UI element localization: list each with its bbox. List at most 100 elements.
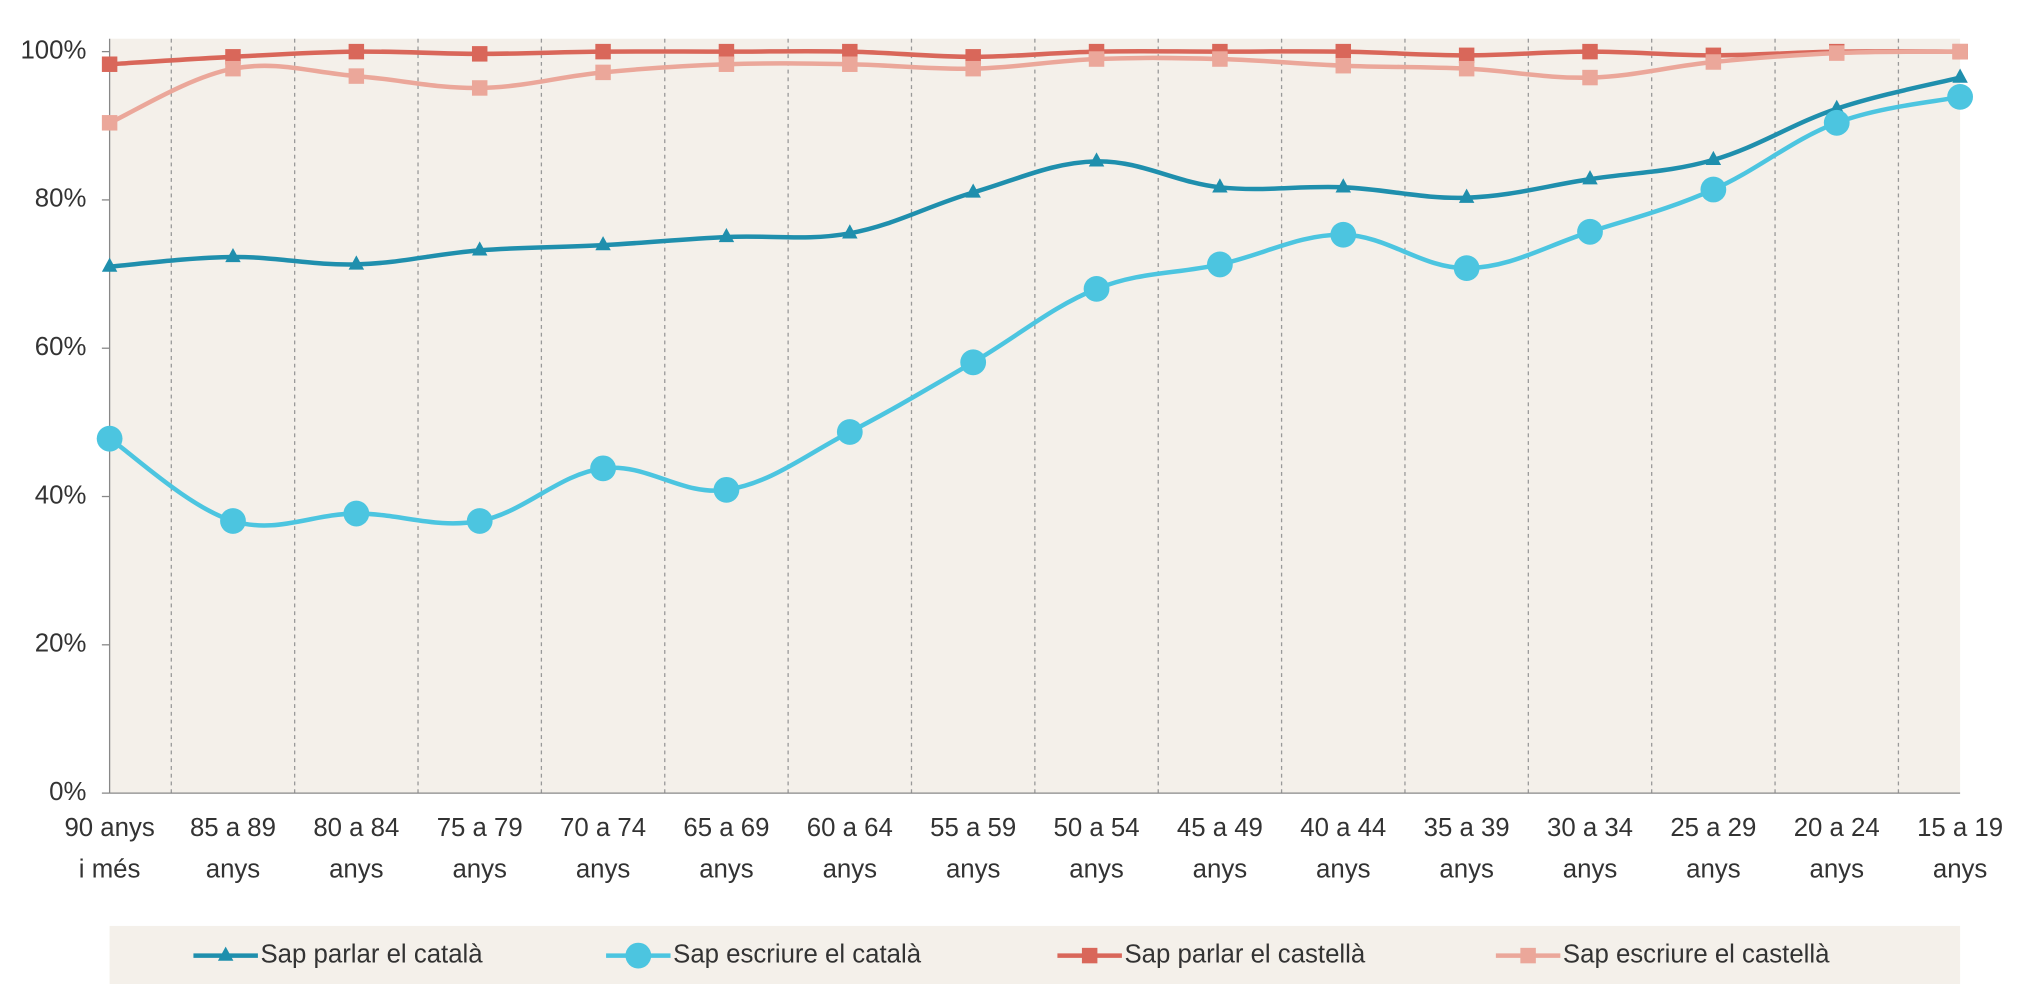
x-tick-label: 30 a 34 [1547,814,1633,842]
x-tick-label: 70 a 74 [560,814,646,842]
marker [1947,83,1973,110]
y-tick-label: 20% [35,630,87,658]
marker [1828,45,1845,61]
marker [836,419,863,445]
marker [1700,176,1727,203]
legend-marker [1081,947,1098,964]
marker [1952,68,1968,83]
x-tick-label: anys [1686,855,1740,883]
legend-marker [625,942,652,969]
marker [471,46,488,62]
marker [713,476,740,503]
marker [595,43,611,60]
marker [842,43,858,60]
marker [225,60,241,77]
x-tick-label: 90 anys [64,814,154,842]
marker [842,224,858,239]
marker [101,257,118,272]
legend-marker [1520,947,1536,964]
marker [1335,43,1352,60]
x-tick-label: 45 a 49 [1177,814,1263,842]
y-tick-label: 80% [35,185,87,213]
marker [466,508,493,534]
x-tick-label: anys [1439,855,1493,883]
series-line [108,94,1961,528]
y-tick-label: 60% [35,333,87,361]
marker [225,247,241,263]
marker [1828,99,1845,114]
legend-item: Sap escriure el castellà [1495,940,1830,968]
marker [960,349,987,376]
marker [1705,54,1722,70]
plot-area [109,38,1961,794]
x-tick-label: anys [1316,855,1370,883]
marker [1705,150,1722,166]
legend-box [109,925,1961,984]
marker [965,183,981,198]
marker [965,60,981,77]
x-tick-label: 50 a 54 [1054,814,1140,842]
marker [1458,188,1475,203]
marker [595,64,611,81]
y-tick-label: 40% [35,481,87,509]
marker [718,227,735,243]
x-tick-label: 35 a 39 [1424,814,1510,842]
marker [1212,178,1228,193]
marker [842,56,858,72]
marker [348,43,365,60]
marker [718,56,735,72]
x-tick-label: 65 a 69 [683,814,769,842]
series-line [109,48,1961,67]
series-line [108,49,1961,125]
marker [101,56,118,72]
x-tick-label: anys [1069,855,1123,883]
legend-label: Sap parlar el castellà [1124,940,1365,968]
marker [1212,51,1228,67]
marker [718,43,735,60]
marker [1330,221,1357,248]
marker [348,255,365,270]
x-tick-label: 80 a 84 [313,814,399,842]
x-tick-label: anys [206,855,260,883]
legend-item: Sap parlar el català [193,940,483,968]
marker [1582,43,1598,60]
marker [590,455,616,482]
x-tick-label: 75 a 79 [437,814,523,842]
legend-label: Sap escriure el català [673,940,922,968]
marker [1088,51,1105,67]
x-tick-label: 40 a 44 [1300,814,1386,842]
marker [1458,47,1475,64]
legend-label: Sap escriure el castellà [1563,940,1830,968]
x-tick-label: anys [576,855,630,883]
y-tick-label: 100% [20,36,86,64]
marker [1458,60,1475,77]
marker [1335,57,1352,74]
marker [595,236,611,251]
marker [1335,178,1352,193]
x-tick-label: anys [452,855,506,883]
x-tick-label: anys [329,855,383,883]
legend-label: Sap parlar el català [260,940,483,968]
series-line [109,75,1961,269]
marker [348,68,365,84]
x-tick-label: anys [823,855,877,883]
legend-item: Sap escriure el català [606,940,922,969]
x-tick-label: anys [699,855,753,883]
x-tick-label: 15 a 19 [1917,814,2003,842]
x-tick-label: 25 a 29 [1670,814,1756,842]
x-tick-label: anys [1810,855,1864,883]
marker [220,508,246,534]
x-tick-label: anys [1563,855,1617,883]
legend-marker [217,946,234,961]
marker [471,241,488,256]
marker [225,49,241,65]
marker [1823,109,1850,136]
marker [343,500,370,527]
marker [1952,43,1968,60]
marker [1582,69,1598,86]
marker [96,425,123,452]
marker [1577,218,1603,245]
marker [1088,152,1105,167]
marker [1083,276,1110,302]
